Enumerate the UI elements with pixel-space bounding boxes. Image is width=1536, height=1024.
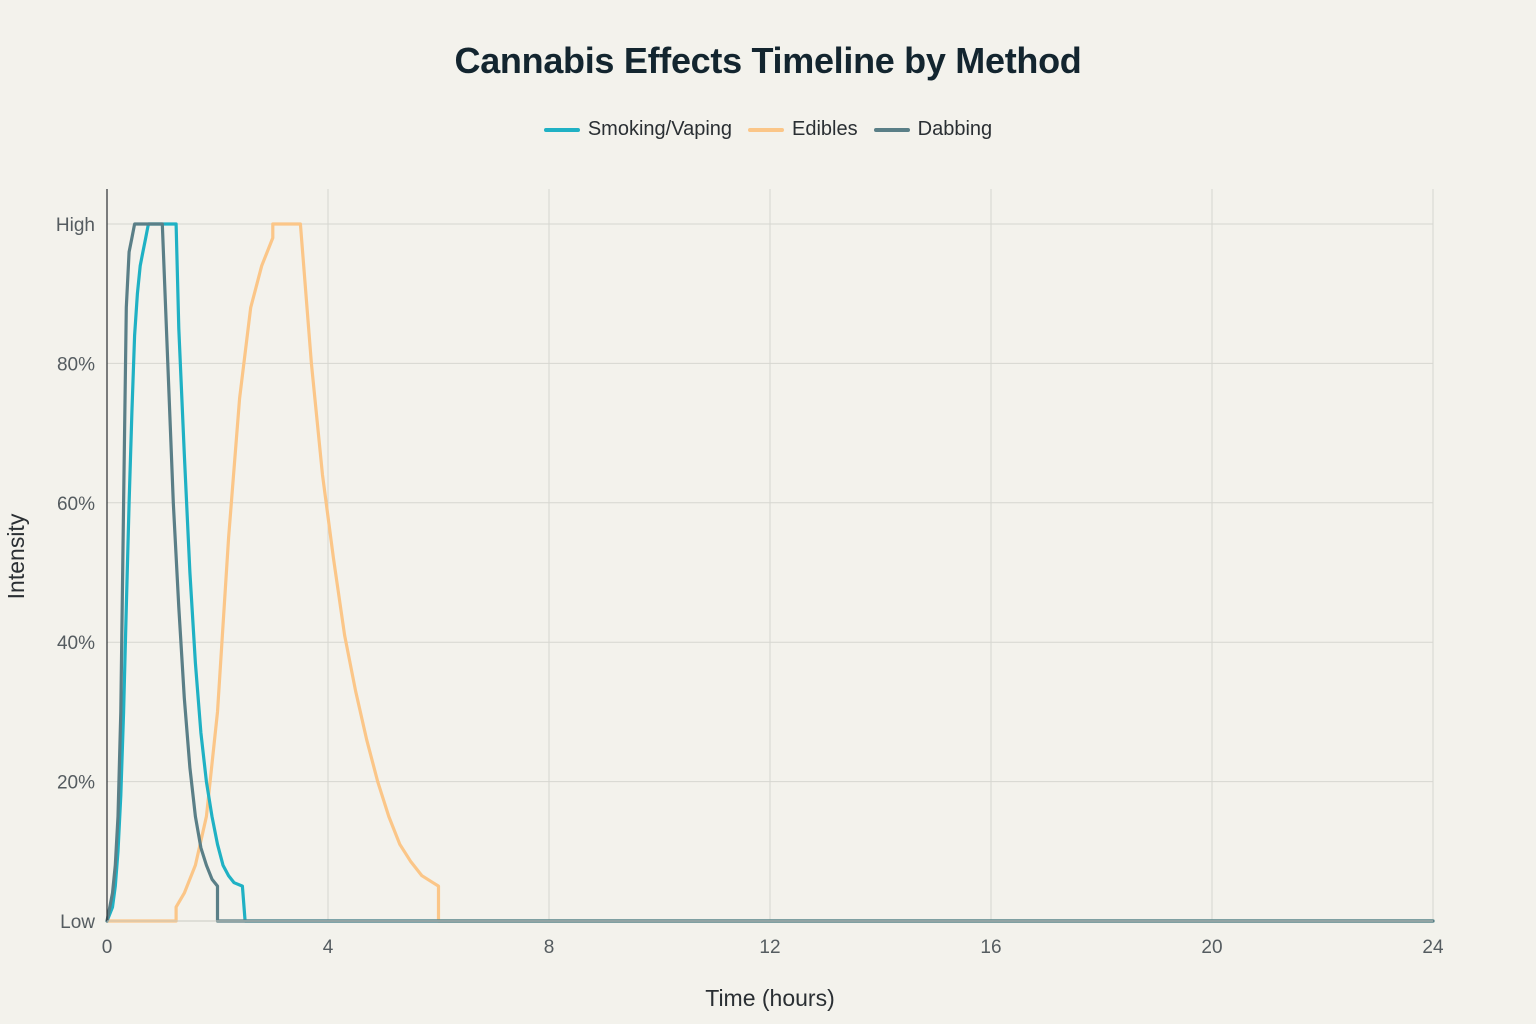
series-line-dabbing[interactable]: [105, 222, 1435, 923]
y-tick-label: 40%: [57, 633, 95, 654]
x-tick-label: 12: [759, 937, 780, 958]
chart-title: Cannabis Effects Timeline by Method: [454, 40, 1082, 81]
x-tick-label: 16: [980, 937, 1001, 958]
x-tick-label: 24: [1422, 937, 1444, 958]
legend-swatch-smoking-vaping: [543, 127, 580, 132]
legend-swatch-dabbing: [873, 127, 910, 132]
series-line-edibles[interactable]: [105, 222, 1435, 923]
legend-item-smoking-vaping[interactable]: Smoking/Vaping: [543, 118, 733, 141]
legend-label-edibles: Edibles: [792, 118, 858, 140]
legend-item-dabbing[interactable]: Dabbing: [873, 118, 993, 141]
x-tick-label: 4: [323, 937, 334, 958]
axes: [106, 189, 1433, 922]
y-tick-label: 80%: [57, 354, 95, 375]
y-tick-label: Low: [60, 912, 95, 933]
x-tick-label: 20: [1201, 937, 1222, 958]
legend-item-edibles[interactable]: Edibles: [748, 118, 858, 141]
legend: Smoking/Vaping Edibles Dabbing: [0, 118, 1536, 141]
x-tick-label: 0: [102, 937, 113, 958]
y-axis-title: Intensity: [3, 513, 29, 599]
y-tick-label: 20%: [57, 773, 95, 794]
y-tick-label: 60%: [57, 494, 95, 515]
legend-label-smoking-vaping: Smoking/Vaping: [587, 118, 733, 140]
gridlines: [107, 189, 1434, 921]
series-lines: [105, 222, 1435, 923]
tick-labels: 0 4 8 12 16 20 24 Low 20% 40% 60% 80% High: [56, 215, 1444, 958]
legend-swatch-edibles: [748, 127, 785, 132]
legend-label-dabbing: Dabbing: [917, 118, 993, 140]
y-tick-label: High: [56, 215, 95, 236]
x-tick-label: 8: [544, 937, 555, 958]
x-axis-title: Time (hours): [705, 985, 835, 1011]
